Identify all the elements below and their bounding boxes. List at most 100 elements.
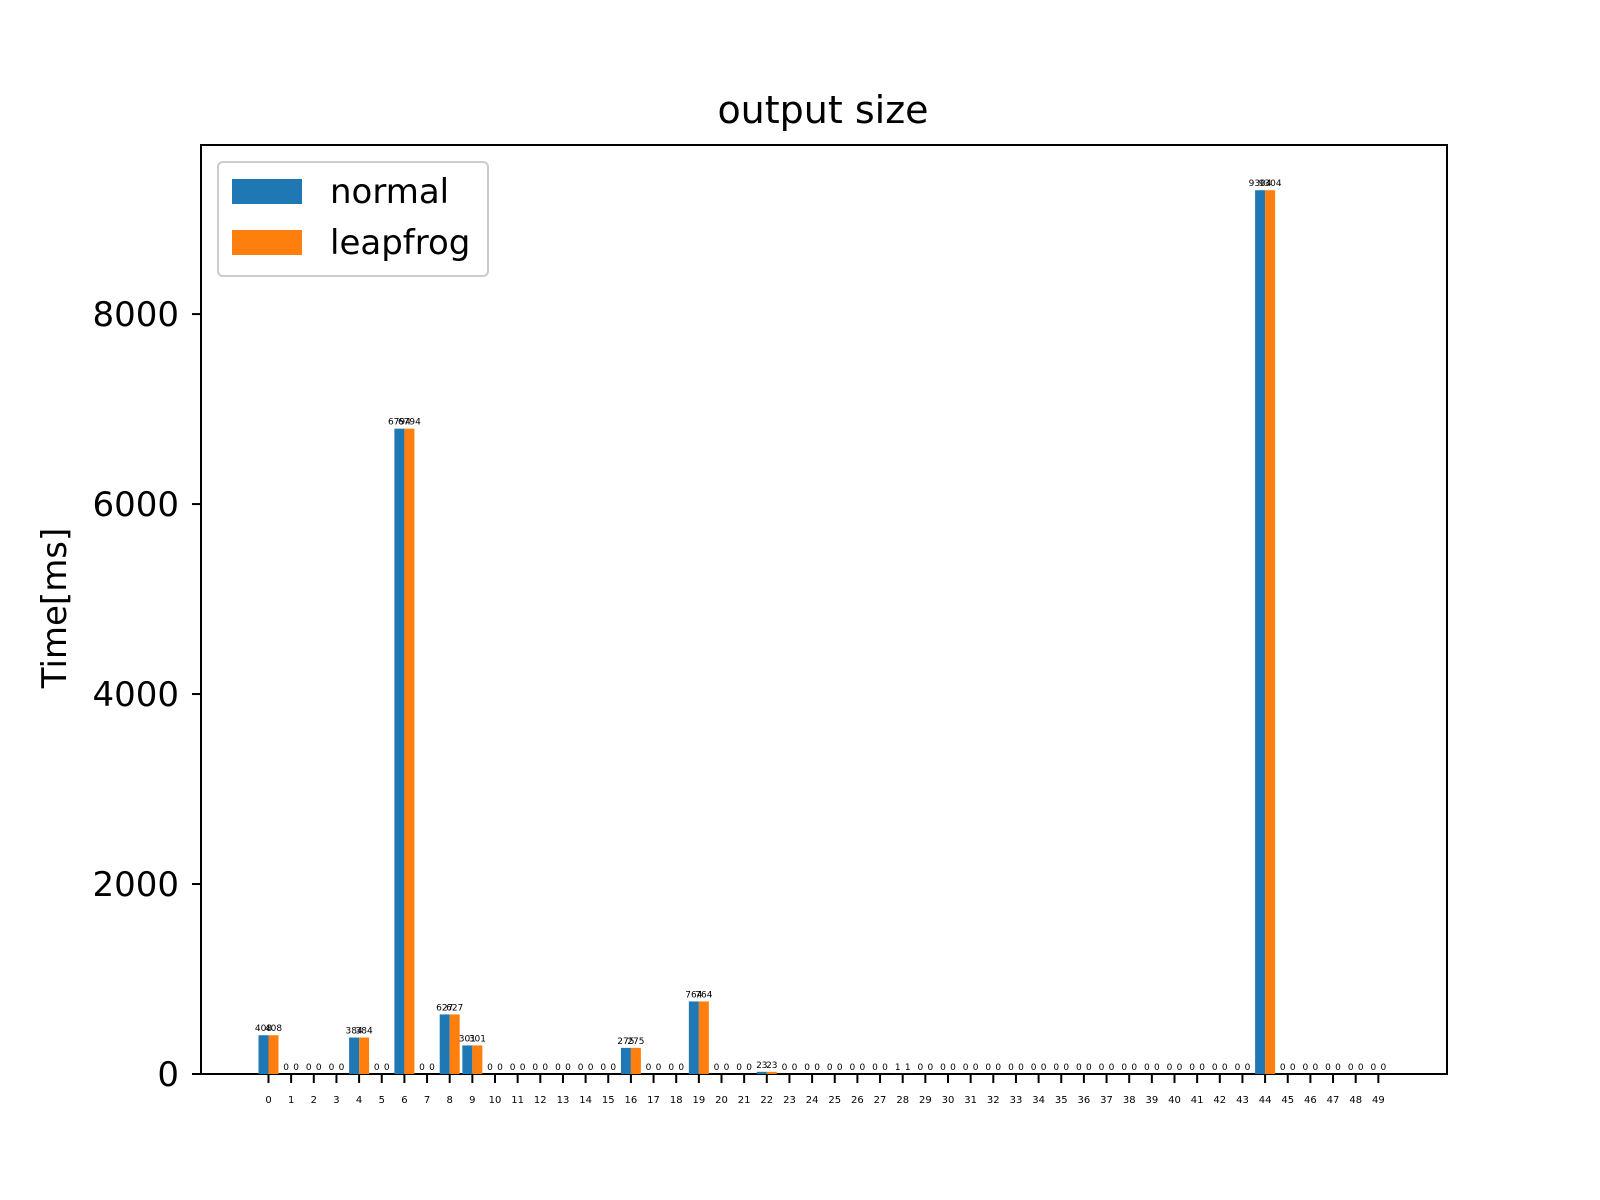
- bar-label-leapfrog-19: 764: [695, 990, 712, 1000]
- bar-label-leapfrog-13: 0: [565, 1063, 571, 1073]
- legend: normal leapfrog: [217, 161, 489, 277]
- x-tick-label-3: 3: [333, 1095, 339, 1106]
- bar-label-leapfrog-40: 0: [1177, 1063, 1183, 1073]
- bar-normal-9: [462, 1045, 473, 1074]
- bar-label-normal-14: 0: [578, 1063, 584, 1073]
- bar-label-leapfrog-1: 0: [293, 1063, 299, 1073]
- x-tick-label-31: 31: [964, 1095, 977, 1106]
- bar-label-normal-24: 0: [804, 1063, 810, 1073]
- bar-label-leapfrog-42: 0: [1222, 1063, 1228, 1073]
- bar-label-leapfrog-39: 0: [1154, 1063, 1160, 1073]
- bar-label-leapfrog-29: 0: [927, 1063, 933, 1073]
- bar-normal-16: [620, 1047, 631, 1074]
- bars: [258, 190, 1276, 1074]
- bar-leapfrog-16: [630, 1047, 641, 1074]
- x-tick-label-9: 9: [469, 1095, 475, 1106]
- plot-frame: [200, 144, 1448, 1075]
- x-tick-label-27: 27: [874, 1095, 887, 1106]
- x-tick-label-29: 29: [919, 1095, 932, 1106]
- x-tick-label-24: 24: [806, 1095, 819, 1106]
- x-tick-label-19: 19: [692, 1095, 705, 1106]
- x-tick-label-47: 47: [1327, 1095, 1340, 1106]
- x-axis-ticks: 0 1 2 3 4 5 6 7 8 9 10 11 12 13 14 15 16 17 18 19 20 21 22 23 24…: [265, 1074, 1385, 1106]
- bar-normal-19: [688, 1001, 699, 1074]
- bar-label-leapfrog-41: 0: [1199, 1063, 1205, 1073]
- bar-label-leapfrog-15: 0: [610, 1063, 616, 1073]
- bar-label-normal-1: 0: [283, 1063, 289, 1073]
- bar-label-normal-47: 0: [1325, 1063, 1331, 1073]
- bar-label-normal-38: 0: [1121, 1063, 1127, 1073]
- bar-label-normal-12: 0: [532, 1063, 538, 1073]
- x-tick-label-13: 13: [557, 1095, 570, 1106]
- x-tick-label-0: 0: [265, 1095, 271, 1106]
- bar-label-leapfrog-20: 0: [724, 1063, 730, 1073]
- bar-label-leapfrog-32: 0: [995, 1063, 1001, 1073]
- bar-label-normal-8: 627: [436, 1003, 453, 1013]
- x-tick-label-43: 43: [1236, 1095, 1249, 1106]
- bar-label-normal-13: 0: [555, 1063, 561, 1073]
- bar-normal-8: [439, 1014, 450, 1074]
- bar-label-leapfrog-34: 0: [1041, 1063, 1047, 1073]
- bar-label-leapfrog-6: 6794: [398, 418, 421, 428]
- x-tick-label-26: 26: [851, 1095, 864, 1106]
- x-tick-label-22: 22: [760, 1095, 773, 1106]
- bar-leapfrog-6: [404, 428, 415, 1074]
- x-tick-label-41: 41: [1191, 1095, 1204, 1106]
- bar-label-normal-26: 0: [850, 1063, 856, 1073]
- y-tick-label-4000: 4000: [92, 675, 179, 715]
- bar-label-leapfrog-37: 0: [1109, 1063, 1115, 1073]
- x-tick-label-8: 8: [447, 1095, 453, 1106]
- bar-label-leapfrog-47: 0: [1335, 1063, 1341, 1073]
- y-tick-label-8000: 8000: [92, 295, 179, 335]
- bar-label-leapfrog-30: 0: [950, 1063, 956, 1073]
- x-tick-label-35: 35: [1055, 1095, 1068, 1106]
- bar-label-normal-42: 0: [1212, 1063, 1218, 1073]
- bar-label-leapfrog-36: 0: [1086, 1063, 1092, 1073]
- x-tick-label-11: 11: [511, 1095, 524, 1106]
- bar-label-normal-34: 0: [1031, 1063, 1037, 1073]
- bar-label-normal-16: 275: [617, 1037, 634, 1047]
- bar-label-normal-48: 0: [1348, 1063, 1354, 1073]
- x-tick-label-5: 5: [379, 1095, 385, 1106]
- x-tick-label-30: 30: [942, 1095, 955, 1106]
- bar-label-normal-6: 6794: [388, 418, 411, 428]
- bar-label-normal-46: 0: [1303, 1063, 1309, 1073]
- bar-leapfrog-0: [268, 1035, 279, 1074]
- y-tick-label-0: 0: [157, 1055, 179, 1095]
- x-tick-label-46: 46: [1304, 1095, 1317, 1106]
- bar-label-leapfrog-49: 0: [1380, 1063, 1386, 1073]
- x-tick-label-40: 40: [1168, 1095, 1181, 1106]
- bar-label-leapfrog-7: 0: [429, 1063, 435, 1073]
- x-tick-label-2: 2: [311, 1095, 317, 1106]
- plot-area: [200, 144, 1448, 1075]
- x-tick-label-18: 18: [670, 1095, 683, 1106]
- x-tick-label-33: 33: [1010, 1095, 1023, 1106]
- x-tick-label-45: 45: [1281, 1095, 1294, 1106]
- bar-label-leapfrog-25: 0: [837, 1063, 843, 1073]
- bar-label-leapfrog-8: 627: [446, 1003, 463, 1013]
- bar-label-normal-41: 0: [1189, 1063, 1195, 1073]
- bar-label-leapfrog-18: 0: [678, 1063, 684, 1073]
- bar-label-normal-44: 9304: [1249, 179, 1272, 189]
- bar-label-normal-43: 0: [1235, 1063, 1241, 1073]
- bar-label-leapfrog-28: 1: [905, 1063, 911, 1073]
- y-axis-ticks: 0 2000 4000 6000 8000: [92, 295, 201, 1095]
- bar-label-leapfrog-21: 0: [746, 1063, 752, 1073]
- x-tick-label-6: 6: [401, 1095, 407, 1106]
- x-tick-label-37: 37: [1100, 1095, 1113, 1106]
- bar-label-normal-31: 0: [963, 1063, 969, 1073]
- bar-label-normal-27: 0: [872, 1063, 878, 1073]
- bar-label-leapfrog-43: 0: [1245, 1063, 1251, 1073]
- bar-label-normal-21: 0: [736, 1063, 742, 1073]
- x-tick-label-39: 39: [1145, 1095, 1158, 1106]
- bar-label-leapfrog-4: 384: [356, 1027, 373, 1037]
- bar-label-normal-30: 0: [940, 1063, 946, 1073]
- bar-label-leapfrog-11: 0: [520, 1063, 526, 1073]
- bar-leapfrog-44: [1265, 190, 1276, 1074]
- bar-label-leapfrog-44: 9304: [1259, 179, 1282, 189]
- bar-label-leapfrog-27: 0: [882, 1063, 888, 1073]
- bar-label-leapfrog-2: 0: [316, 1063, 322, 1073]
- bar-normal-4: [349, 1037, 360, 1074]
- x-tick-label-23: 23: [783, 1095, 796, 1106]
